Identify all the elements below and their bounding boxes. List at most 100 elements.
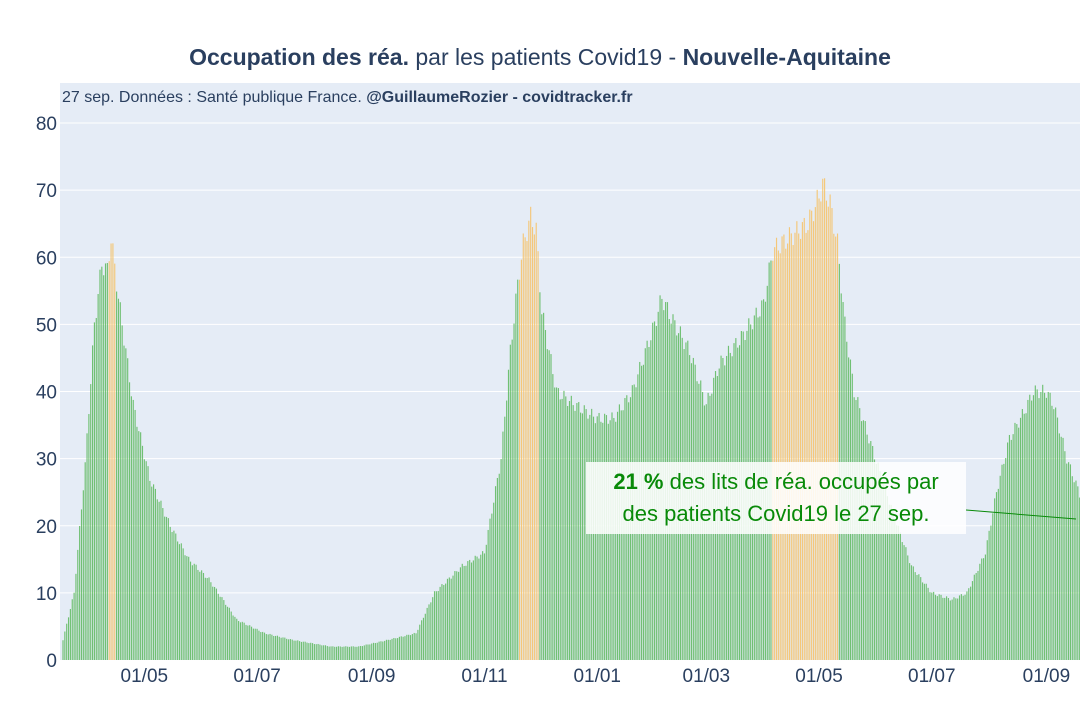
bar <box>964 594 966 660</box>
bar <box>591 408 593 660</box>
bar <box>1040 391 1042 660</box>
bar <box>467 561 469 660</box>
bar <box>1056 417 1059 660</box>
bar <box>870 441 872 660</box>
bar <box>164 516 166 660</box>
bar <box>175 533 177 660</box>
bar <box>317 643 319 660</box>
bar <box>356 646 358 660</box>
bar <box>456 571 458 660</box>
bar <box>598 412 600 660</box>
bar <box>981 558 983 660</box>
bar <box>925 583 927 660</box>
bar <box>361 646 364 660</box>
y-tick-label: 10 <box>36 584 57 605</box>
bar <box>459 567 461 660</box>
bar <box>262 631 264 660</box>
annotation-line-2: des patients Covid19 le 27 sep. <box>622 501 930 526</box>
bar <box>1029 394 1031 660</box>
bar <box>554 387 556 660</box>
annotation-value: 21 % <box>613 469 664 494</box>
bar <box>71 599 73 660</box>
bar <box>80 509 83 660</box>
bar <box>67 617 70 660</box>
annotation-line-1: 21 % des lits de réa. occupés par <box>586 466 966 498</box>
annotation-arrow <box>965 509 1077 520</box>
bar <box>992 513 994 660</box>
bar <box>162 508 164 660</box>
bar <box>206 578 208 660</box>
bar <box>263 632 266 660</box>
bar <box>402 636 404 660</box>
bar <box>859 408 861 660</box>
bar <box>801 222 803 660</box>
bar <box>103 275 105 660</box>
bar <box>191 565 193 660</box>
bar <box>537 251 539 660</box>
bar <box>385 639 388 660</box>
bar <box>831 208 833 661</box>
bar <box>404 636 406 660</box>
bar <box>491 513 493 660</box>
bar <box>530 206 532 661</box>
bar <box>999 475 1001 660</box>
bar <box>1005 458 1007 660</box>
bar <box>944 597 946 660</box>
bar <box>239 622 242 660</box>
x-tick-label: 01/05 <box>121 666 169 687</box>
y-tick-label: 20 <box>36 517 57 538</box>
bar <box>1031 400 1033 660</box>
bar <box>116 291 118 660</box>
bar <box>979 563 981 660</box>
bar <box>149 480 151 660</box>
bar <box>799 238 802 660</box>
bar <box>130 396 132 660</box>
y-tick-label: 60 <box>36 248 57 269</box>
bar <box>785 248 787 660</box>
bar <box>890 504 892 660</box>
y-tick-label: 30 <box>36 450 57 471</box>
bar <box>299 641 301 660</box>
bar <box>195 564 197 660</box>
bar <box>777 250 779 661</box>
bar <box>99 269 101 660</box>
bar <box>927 587 929 660</box>
bar <box>787 243 789 660</box>
bar <box>243 622 245 660</box>
bar <box>790 233 792 660</box>
bar <box>1064 451 1066 660</box>
bar <box>461 563 463 660</box>
bar <box>997 488 999 660</box>
bar <box>528 220 530 660</box>
bar <box>1012 434 1014 660</box>
bar <box>369 644 371 660</box>
bar <box>245 624 247 660</box>
bar <box>866 434 868 660</box>
bar <box>768 262 770 660</box>
bar <box>543 312 545 660</box>
bar <box>873 459 876 660</box>
bar <box>441 584 443 660</box>
bar <box>234 616 236 660</box>
bar <box>1003 463 1005 660</box>
bar <box>276 635 278 660</box>
bar <box>350 646 352 660</box>
bar <box>443 585 445 660</box>
bar <box>347 646 349 660</box>
bar <box>581 413 584 660</box>
bar <box>1014 422 1016 660</box>
bar <box>202 572 205 660</box>
bar <box>955 598 957 660</box>
bar <box>835 236 837 661</box>
bar <box>62 640 64 660</box>
bar <box>64 631 66 660</box>
bar <box>1058 433 1060 660</box>
bar <box>803 217 805 660</box>
bar <box>921 582 924 660</box>
bar <box>454 571 456 660</box>
bar <box>885 485 887 660</box>
bar <box>864 421 866 660</box>
bar <box>88 414 90 660</box>
bar <box>156 499 158 660</box>
source-prefix: 27 sep. Données : Santé publique France. <box>62 89 367 106</box>
